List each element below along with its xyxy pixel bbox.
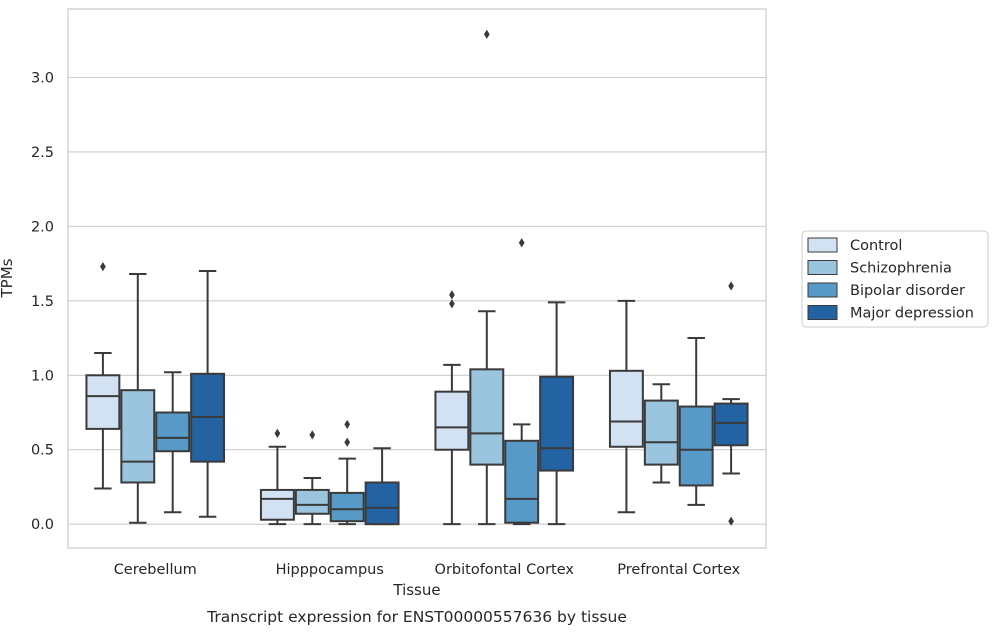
box-group xyxy=(434,290,470,526)
y-axis-label: TPMs xyxy=(0,258,16,298)
chart-caption: Transcript expression for ENST0000055763… xyxy=(206,608,627,626)
outlier-point xyxy=(449,299,455,309)
legend-swatch xyxy=(807,305,838,320)
iqr-box xyxy=(364,481,400,526)
iqr-box xyxy=(643,399,679,466)
iqr-box xyxy=(120,389,156,484)
y-tick-label: 0.0 xyxy=(31,517,54,533)
box-group xyxy=(85,261,121,490)
outlier-point xyxy=(100,261,106,272)
y-tick-label: 2.0 xyxy=(31,219,54,235)
x-tick-label: Cerebellum xyxy=(114,562,197,578)
iqr-box xyxy=(434,390,470,451)
box-group xyxy=(608,299,644,514)
x-tick-label: Hipppocampus xyxy=(276,562,384,578)
box-group xyxy=(643,383,679,484)
iqr-box xyxy=(329,491,365,523)
legend-label: Major depression xyxy=(850,306,974,322)
y-tick-label: 0.5 xyxy=(31,443,54,459)
legend: Control Schizophrenia Bipolar disorder Majo… xyxy=(801,230,989,328)
box-group xyxy=(294,430,330,526)
box-group xyxy=(155,371,191,514)
plot-frame xyxy=(67,8,767,549)
x-axis-label: Tissue xyxy=(392,581,440,599)
iqr-box xyxy=(294,488,330,515)
box-group xyxy=(504,238,540,526)
box-group xyxy=(190,270,226,518)
outlier-point xyxy=(728,516,734,526)
box-groups xyxy=(85,29,749,526)
outlier-point xyxy=(449,290,455,300)
box-group xyxy=(678,337,714,506)
iqr-box xyxy=(678,405,714,487)
legend-swatch xyxy=(807,237,838,253)
outlier-point xyxy=(344,437,351,447)
outlier-point xyxy=(274,428,281,438)
iqr-box xyxy=(539,375,575,472)
y-tick-label: 1.0 xyxy=(31,368,54,384)
iqr-box xyxy=(155,411,191,453)
box-group xyxy=(469,29,505,526)
y-axis-ticks: 0.0 0.5 1.0 1.5 2.0 2.5 3.0 xyxy=(31,70,54,533)
outlier-point xyxy=(309,430,316,440)
iqr-box xyxy=(85,374,121,430)
x-tick-label: Prefrontal Cortex xyxy=(617,562,740,578)
outlier-point xyxy=(518,238,525,248)
box-group xyxy=(259,428,295,526)
y-tick-label: 2.5 xyxy=(31,145,54,161)
iqr-box xyxy=(713,402,749,447)
outlier-point xyxy=(344,419,351,430)
box-group xyxy=(539,301,575,526)
x-tick-label: Orbitofontal Cortex xyxy=(435,562,575,578)
box-group xyxy=(364,447,400,526)
legend-frame xyxy=(801,230,989,328)
legend-swatch xyxy=(807,260,838,275)
box-group xyxy=(120,273,156,524)
y-tick-label: 3.0 xyxy=(31,70,54,86)
outlier-point xyxy=(728,281,734,291)
box-group xyxy=(713,281,749,526)
y-tick-label: 1.5 xyxy=(31,294,54,310)
legend-swatch xyxy=(807,282,838,298)
x-axis-ticks: Cerebellum Hipppocampus Orbitofontal Corte… xyxy=(114,562,741,578)
iqr-box xyxy=(504,439,540,524)
outlier-point xyxy=(483,29,490,39)
legend-label: Control xyxy=(850,238,902,254)
legend-label: Bipolar disorder xyxy=(850,283,965,299)
legend-label: Schizophrenia xyxy=(850,261,952,277)
iqr-box xyxy=(608,369,644,448)
iqr-box xyxy=(259,488,295,521)
iqr-box xyxy=(469,368,505,466)
box-group xyxy=(329,419,365,526)
